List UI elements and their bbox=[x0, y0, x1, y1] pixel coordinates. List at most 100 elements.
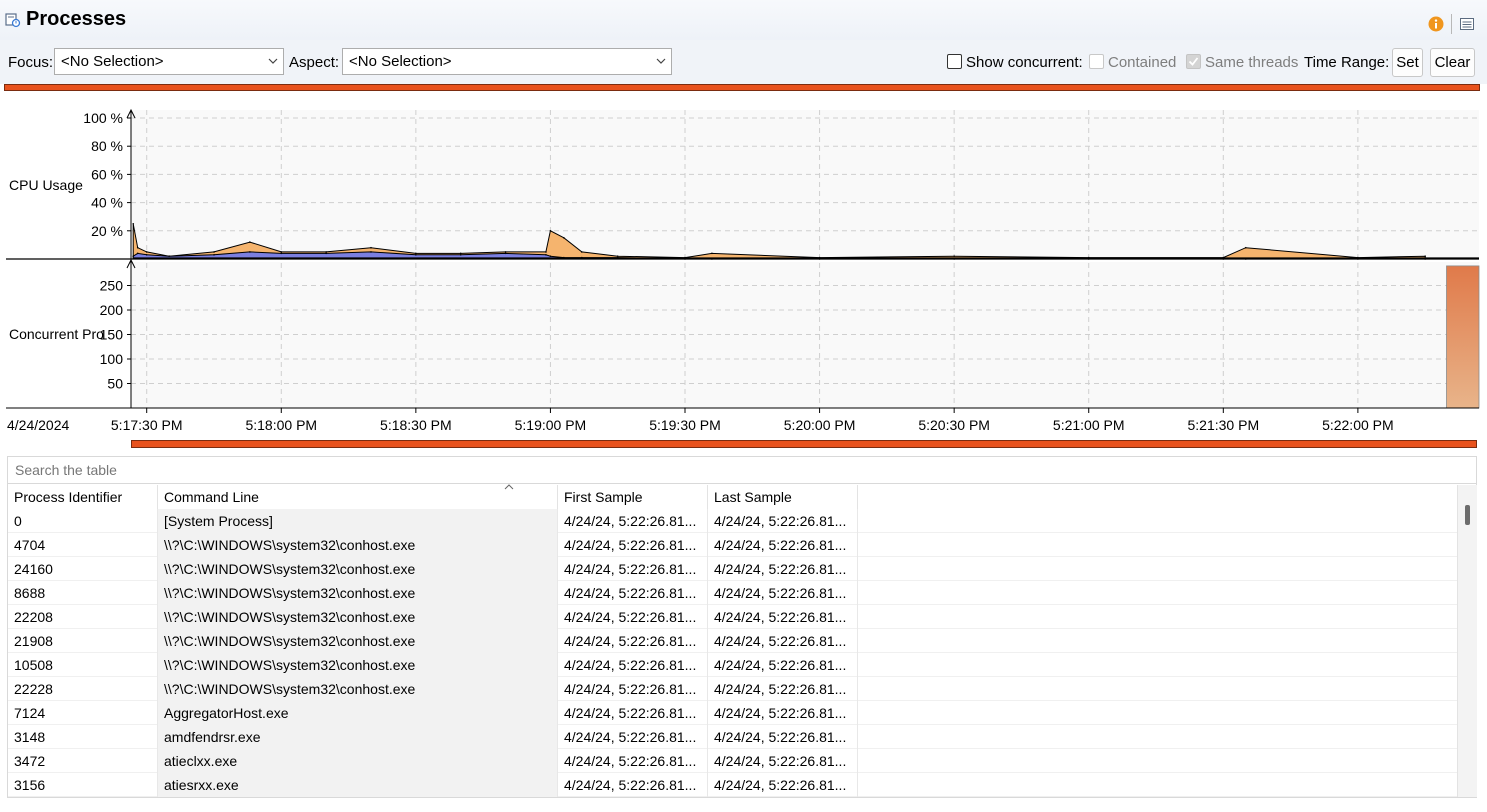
command-line-cell: \\?\C:\WINDOWS\system32\conhost.exe bbox=[158, 653, 558, 677]
set-time-range-button[interactable]: Set bbox=[1392, 48, 1423, 77]
cpu-data-point bbox=[136, 246, 139, 249]
command-line-cell: \\?\C:\WINDOWS\system32\conhost.exe bbox=[158, 605, 558, 629]
info-icon[interactable] bbox=[1428, 16, 1444, 32]
cpu-data-point bbox=[504, 252, 507, 255]
same-threads-checkbox[interactable] bbox=[1186, 54, 1201, 69]
table-row[interactable]: 3472 atieclxx.exe 4/24/24, 5:22:26.81... 4/… bbox=[8, 749, 1458, 773]
concurrent-tick-label: 50 bbox=[107, 376, 123, 392]
first-sample-cell: 4/24/24, 5:22:26.81... bbox=[558, 605, 708, 629]
cpu-data-point bbox=[325, 252, 327, 255]
scrollbar-thumb[interactable] bbox=[1465, 505, 1470, 525]
table-row[interactable]: 22208 \\?\C:\WINDOWS\system32\conhost.exe… bbox=[8, 605, 1458, 629]
first-sample-cell: 4/24/24, 5:22:26.81... bbox=[558, 653, 708, 677]
cpu-data-point bbox=[280, 252, 283, 255]
process-id-cell: 3472 bbox=[8, 749, 158, 773]
show-concurrent-checkbox[interactable] bbox=[947, 54, 962, 69]
process-id-cell: 21908 bbox=[8, 629, 158, 653]
cpu-data-point bbox=[545, 253, 547, 256]
cpu-data-point bbox=[145, 253, 148, 256]
cpu-data-point bbox=[459, 252, 462, 255]
cpu-usage-axis-label: CPU Usage bbox=[9, 177, 83, 193]
last-sample-cell: 4/24/24, 5:22:26.81... bbox=[708, 749, 858, 773]
first-sample-cell: 4/24/24, 5:22:26.81... bbox=[558, 725, 708, 749]
table-body: 0 [System Process] 4/24/24, 5:22:26.81... 4… bbox=[8, 509, 1458, 797]
last-sample-cell: 4/24/24, 5:22:26.81... bbox=[708, 509, 858, 533]
command-line-cell: \\?\C:\WINDOWS\system32\conhost.exe bbox=[158, 557, 558, 581]
first-sample-cell: 4/24/24, 5:22:26.81... bbox=[558, 557, 708, 581]
table-row[interactable]: 3156 atiesrxx.exe 4/24/24, 5:22:26.81... 4/… bbox=[8, 773, 1458, 797]
cpu-data-point bbox=[581, 251, 583, 253]
aspect-dropdown[interactable]: <No Selection> bbox=[342, 48, 672, 75]
clear-time-range-button[interactable]: Clear bbox=[1430, 48, 1475, 77]
focus-dropdown-value: <No Selection> bbox=[61, 53, 164, 70]
process-id-cell: 22228 bbox=[8, 677, 158, 701]
process-id-cell: 8688 bbox=[8, 581, 158, 605]
last-sample-cell: 4/24/24, 5:22:26.81... bbox=[708, 701, 858, 725]
column-header-process-id[interactable]: Process Identifier bbox=[8, 485, 158, 509]
sort-ascending-icon bbox=[504, 484, 514, 490]
checkmark-icon bbox=[1188, 57, 1199, 66]
table-row[interactable]: 4704 \\?\C:\WINDOWS\system32\conhost.exe 4… bbox=[8, 533, 1458, 557]
command-line-cell: [System Process] bbox=[158, 509, 558, 533]
time-tick-label: 5:20:30 PM bbox=[918, 417, 990, 433]
cpu-data-point bbox=[563, 237, 565, 239]
first-sample-cell: 4/24/24, 5:22:26.81... bbox=[558, 509, 708, 533]
process-id-cell: 10508 bbox=[8, 653, 158, 677]
command-line-cell: \\?\C:\WINDOWS\system32\conhost.exe bbox=[158, 677, 558, 701]
cpu-data-point bbox=[711, 252, 713, 255]
processes-view-icon bbox=[5, 13, 21, 28]
process-id-cell: 4704 bbox=[8, 533, 158, 557]
last-sample-cell: 4/24/24, 5:22:26.81... bbox=[708, 533, 858, 557]
last-sample-cell: 4/24/24, 5:22:26.81... bbox=[708, 557, 858, 581]
first-sample-cell: 4/24/24, 5:22:26.81... bbox=[558, 581, 708, 605]
cpu-data-point bbox=[280, 251, 283, 253]
table-row[interactable]: 0 [System Process] 4/24/24, 5:22:26.81... 4… bbox=[8, 509, 1458, 533]
table-row[interactable]: 3148 amdfendrsr.exe 4/24/24, 5:22:26.81...… bbox=[8, 725, 1458, 749]
page-title: Processes bbox=[26, 8, 127, 30]
process-id-cell: 3148 bbox=[8, 725, 158, 749]
last-sample-cell: 4/24/24, 5:22:26.81... bbox=[708, 725, 858, 749]
view-title-bar: Processes bbox=[0, 0, 1487, 40]
table-row[interactable]: 24160 \\?\C:\WINDOWS\system32\conhost.exe… bbox=[8, 557, 1458, 581]
time-range-selection-bar[interactable] bbox=[131, 440, 1477, 448]
time-tick-label: 5:18:00 PM bbox=[245, 417, 317, 433]
cpu-data-point bbox=[132, 255, 135, 257]
same-threads-label: Same threads bbox=[1205, 54, 1299, 71]
cpu-data-point bbox=[1244, 246, 1247, 249]
time-tick-label: 5:17:30 PM bbox=[111, 417, 183, 433]
time-range-overview-bar[interactable] bbox=[4, 84, 1480, 91]
cpu-data-point bbox=[1424, 255, 1426, 257]
column-header-command-line-label: Command Line bbox=[164, 489, 259, 505]
cpu-tick-label: 60 % bbox=[91, 166, 123, 182]
table-search-input[interactable]: Search the table bbox=[8, 457, 1476, 484]
column-header-first-sample[interactable]: First Sample bbox=[558, 485, 708, 509]
contained-checkbox[interactable] bbox=[1089, 54, 1104, 69]
last-sample-cell: 4/24/24, 5:22:26.81... bbox=[708, 677, 858, 701]
aspect-label: Aspect: bbox=[289, 54, 340, 71]
table-row[interactable]: 7124 AggregatorHost.exe 4/24/24, 5:22:26.8… bbox=[8, 701, 1458, 725]
column-header-last-sample[interactable]: Last Sample bbox=[708, 485, 858, 509]
time-tick-label: 5:18:30 PM bbox=[380, 417, 452, 433]
first-sample-cell: 4/24/24, 5:22:26.81... bbox=[558, 533, 708, 557]
cpu-data-point bbox=[549, 255, 552, 257]
contained-label: Contained bbox=[1108, 54, 1177, 71]
chevron-down-icon bbox=[268, 58, 278, 64]
table-row[interactable]: 22228 \\?\C:\WINDOWS\system32\conhost.exe… bbox=[8, 677, 1458, 701]
table-row[interactable]: 21908 \\?\C:\WINDOWS\system32\conhost.exe… bbox=[8, 629, 1458, 653]
cpu-data-point bbox=[145, 251, 148, 253]
table-row[interactable]: 10508 \\?\C:\WINDOWS\system32\conhost.exe… bbox=[8, 653, 1458, 677]
time-tick-label: 5:22:00 PM bbox=[1322, 417, 1394, 433]
vertical-scrollbar[interactable] bbox=[1457, 485, 1477, 797]
process-id-cell: 24160 bbox=[8, 557, 158, 581]
view-menu-icon[interactable] bbox=[1460, 17, 1474, 31]
table-row[interactable]: 8688 \\?\C:\WINDOWS\system32\conhost.exe 4… bbox=[8, 581, 1458, 605]
last-sample-cell: 4/24/24, 5:22:26.81... bbox=[708, 605, 858, 629]
column-header-command-line[interactable]: Command Line bbox=[158, 484, 558, 509]
focus-dropdown[interactable]: <No Selection> bbox=[54, 48, 284, 75]
cpu-data-point bbox=[249, 241, 251, 243]
concurrent-tick-label: 150 bbox=[100, 327, 124, 343]
filter-toolbar: Focus: <No Selection> Aspect: <No Select… bbox=[0, 40, 1487, 84]
time-tick-label: 5:20:00 PM bbox=[784, 417, 856, 433]
first-sample-cell: 4/24/24, 5:22:26.81... bbox=[558, 677, 708, 701]
cpu-data-point bbox=[953, 255, 955, 257]
